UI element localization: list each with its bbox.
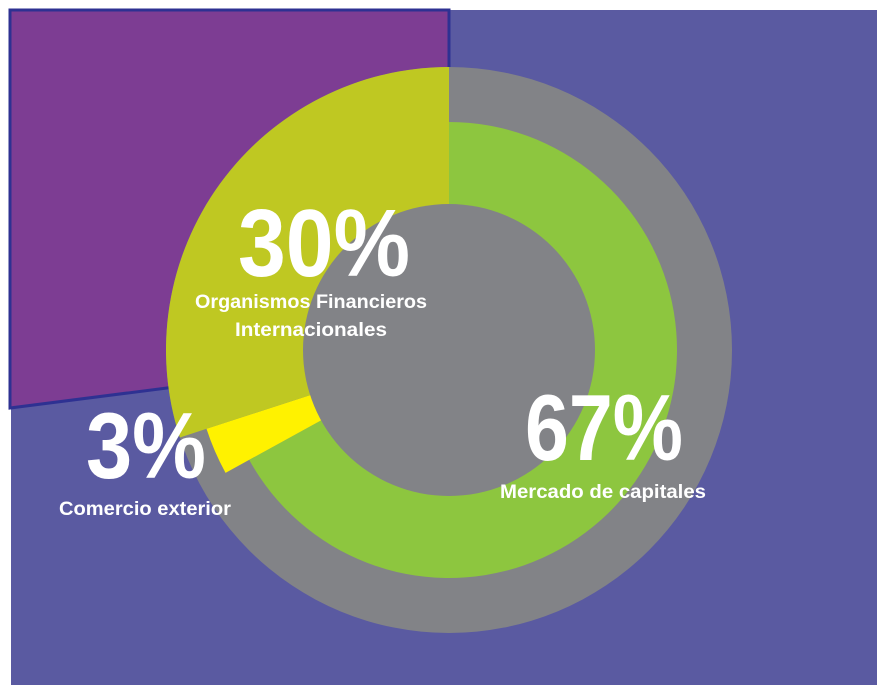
category-label-comercio-exterior: Comercio exterior bbox=[59, 499, 232, 520]
value-label-mercado-de-capitales: 67% bbox=[525, 375, 683, 480]
category-label-organismos-financieros-line-1: Organismos Financieros bbox=[195, 292, 427, 313]
value-label-organismos-financieros: 30% bbox=[238, 190, 410, 297]
value-label-comercio-exterior: 3% bbox=[86, 393, 206, 498]
inner-disc bbox=[303, 204, 595, 496]
category-label-organismos-financieros-line-2: Internacionales bbox=[235, 320, 387, 341]
category-label-mercado-de-capitales: Mercado de capitales bbox=[500, 482, 706, 503]
